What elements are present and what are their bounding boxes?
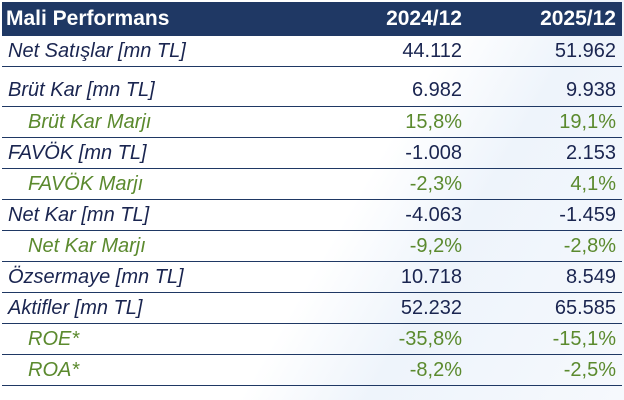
value-2025: 2.153 [565, 141, 616, 164]
row-label: Brüt Kar Marjı [28, 110, 152, 133]
value-2025: 65.585 [554, 296, 616, 319]
row-label: Net Satışlar [mn TL] [8, 39, 186, 62]
header-col-2024: 2024/12 [386, 7, 462, 30]
value-2024: 6.982 [411, 79, 462, 101]
table-row: Net Kar [mn TL] -4.063 -1.459 [2, 200, 622, 231]
value-2025: 4,1% [570, 172, 616, 195]
row-label: Aktifler [mn TL] [8, 296, 143, 319]
row-label: Net Kar Marjı [28, 234, 146, 257]
financial-performance-table: Mali Performans 2024/12 2025/12 Net Satı… [2, 2, 622, 386]
value-2025: 19,1% [559, 110, 616, 133]
value-2025: -1.459 [559, 203, 616, 226]
row-label: ROA* [28, 358, 80, 381]
header-title: Mali Performans [6, 7, 170, 30]
table-row: Brüt Kar [mn TL] 6.982 9.938 [2, 67, 622, 107]
row-label: ROE* [28, 327, 80, 350]
value-2024: 10.718 [400, 265, 462, 288]
row-label: FAVÖK Marjı [28, 172, 144, 195]
value-2024: 44.112 [402, 39, 462, 62]
header-col-2025: 2025/12 [540, 7, 616, 30]
value-2024: -1.008 [405, 141, 462, 164]
row-label: Brüt Kar [mn TL] [8, 79, 155, 101]
table-row: ROA* -8,2% -2,5% [2, 355, 622, 386]
table-row: Özsermaye [mn TL] 10.718 8.549 [2, 262, 622, 293]
table-row: Net Satışlar [mn TL] 44.112 51.962 [2, 36, 622, 67]
value-2025: -2,8% [563, 234, 616, 257]
table-row: Brüt Kar Marjı 15,8% 19,1% [2, 107, 622, 138]
value-2024: 15,8% [405, 110, 462, 133]
table-row: Net Kar Marjı -9,2% -2,8% [2, 231, 622, 262]
value-2024: -2,3% [409, 172, 462, 195]
table-row: ROE* -35,8% -15,1% [2, 324, 622, 355]
row-label: FAVÖK [mn TL] [8, 141, 147, 164]
value-2025: 51.962 [554, 39, 616, 62]
table-row: FAVÖK Marjı -2,3% 4,1% [2, 169, 622, 200]
value-2025: -15,1% [552, 327, 616, 350]
value-2025: 9.938 [565, 79, 616, 101]
value-2024: -35,8% [398, 327, 462, 350]
table-row: FAVÖK [mn TL] -1.008 2.153 [2, 138, 622, 169]
table-header: Mali Performans 2024/12 2025/12 [2, 2, 622, 36]
value-2025: 8.549 [565, 265, 616, 288]
row-label: Net Kar [mn TL] [8, 203, 150, 226]
value-2025: -2,5% [563, 358, 616, 381]
value-2024: -4.063 [405, 203, 462, 226]
value-2024: -9,2% [409, 234, 462, 257]
table-row: Aktifler [mn TL] 52.232 65.585 [2, 293, 622, 324]
value-2024: 52.232 [400, 296, 462, 319]
value-2024: -8,2% [409, 358, 462, 381]
row-label: Özsermaye [mn TL] [8, 265, 184, 288]
